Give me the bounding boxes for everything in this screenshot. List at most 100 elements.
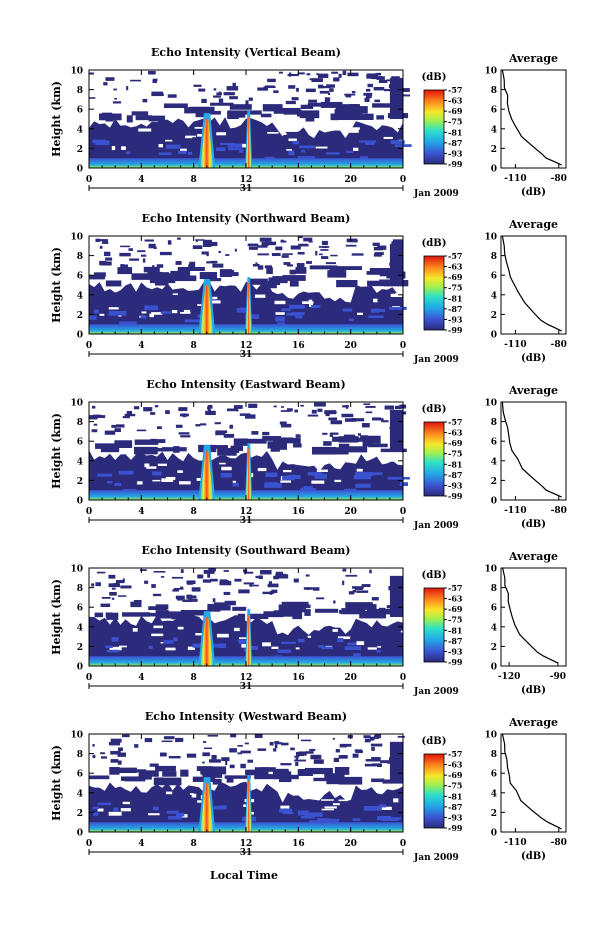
echo-gap [333,792,341,795]
echo-cell [317,408,323,412]
low-cloud-layer [89,450,403,495]
echo-gap [108,811,122,816]
colorbar-tick-label: -63 [448,428,463,438]
echo-cell [310,754,322,760]
echo-cell [229,748,237,753]
y-axis-label: Height (km) [50,745,63,821]
echo-cell [168,755,181,759]
average-y-tick-label: 0 [491,331,497,341]
echo-cell [117,752,127,757]
echo-cell [111,587,116,590]
echo-cell [110,759,119,763]
echo-gap [356,468,363,472]
echo-gap [165,647,176,651]
echo-cell [212,598,216,603]
echo-cell [382,779,404,784]
echo-cell [295,757,299,760]
echo-cell [338,755,348,759]
echo-cell [401,411,407,415]
echo-gap [146,466,157,469]
echo-cell [105,280,122,287]
average-x-tick-label: -90 [550,672,566,682]
echo-cell [184,319,203,323]
convective-core [245,117,252,168]
echo-cell [172,589,179,592]
echo-cell [102,241,109,244]
echo-cell [167,94,176,98]
echo-cell [368,315,384,319]
x-tick-label: 0 [86,673,92,683]
echo-cell [153,777,182,786]
echo-cell [340,743,352,747]
echo-gap [191,793,197,798]
echo-gap [286,149,293,151]
echo-cell [354,472,373,477]
y-tick-label: 10 [70,731,83,741]
echo-cell [248,646,259,650]
echo-cell [131,111,149,116]
panel-3: Echo Intensity (Eastward Beam) Height (km… [50,378,567,531]
echo-cell [378,607,386,613]
echo-cell [91,405,96,409]
echo-gap [212,296,218,300]
echo-cell [353,475,371,480]
echo-cell [288,150,295,156]
echo-cell [344,93,356,96]
echo-cell [295,761,299,767]
echo-cell [378,309,386,312]
panel-1: Echo Intensity (Vertical Beam) Height (km… [50,46,567,199]
echo-gap [196,133,205,137]
echo-cell [209,241,218,247]
colorbar-tick-label: -87 [448,802,462,812]
echo-cell [352,753,359,758]
echo-cell [372,103,400,108]
echo-cell [93,423,98,426]
echo-gap [350,127,360,130]
echo-cell [356,590,369,593]
echo-cell [257,253,269,256]
echo-cell [148,115,165,122]
echo-cell [297,769,313,777]
echo-cell [321,818,340,823]
echo-cell [192,245,203,249]
y-tick-label: 6 [77,438,83,448]
echo-cell [223,433,235,438]
echo-cell [195,110,206,118]
echo-cell [248,403,258,408]
echo-cell [203,747,212,750]
panel-title: Echo Intensity (Eastward Beam) [146,378,345,391]
echo-gap [309,303,313,307]
echo-cell [270,445,280,452]
echo-cell [363,735,371,739]
echo-cell [352,818,361,822]
colorbar-tick-label: -69 [448,272,463,282]
echo-cell [311,409,317,414]
echo-cell [376,115,385,120]
echo-cell [177,266,205,272]
echo-cell [321,256,329,259]
echo-cell [286,264,294,267]
average-y-tick-label: 10 [484,565,497,575]
echo-cell [172,275,197,282]
echo-gap [280,805,290,809]
echo-cell [322,246,328,249]
echo-cell [159,752,167,757]
echo-gap [109,646,122,651]
echo-cell [210,578,218,582]
echo-cell [387,476,403,480]
echo-cell [92,139,106,144]
echo-cell [314,404,325,407]
echo-gap [238,637,250,639]
y-tick-label: 0 [77,331,83,341]
echo-gap [183,309,191,312]
echo-cell [368,443,388,448]
echo-gap [324,806,337,809]
echo-cell [376,649,381,653]
y-tick-label: 8 [77,86,83,96]
heatmap [89,402,411,500]
echo-cell [348,318,354,322]
echo-cell [111,637,119,642]
x-tick-label: 0 [400,175,406,185]
echo-cell [366,271,392,275]
echo-cell [371,597,379,601]
